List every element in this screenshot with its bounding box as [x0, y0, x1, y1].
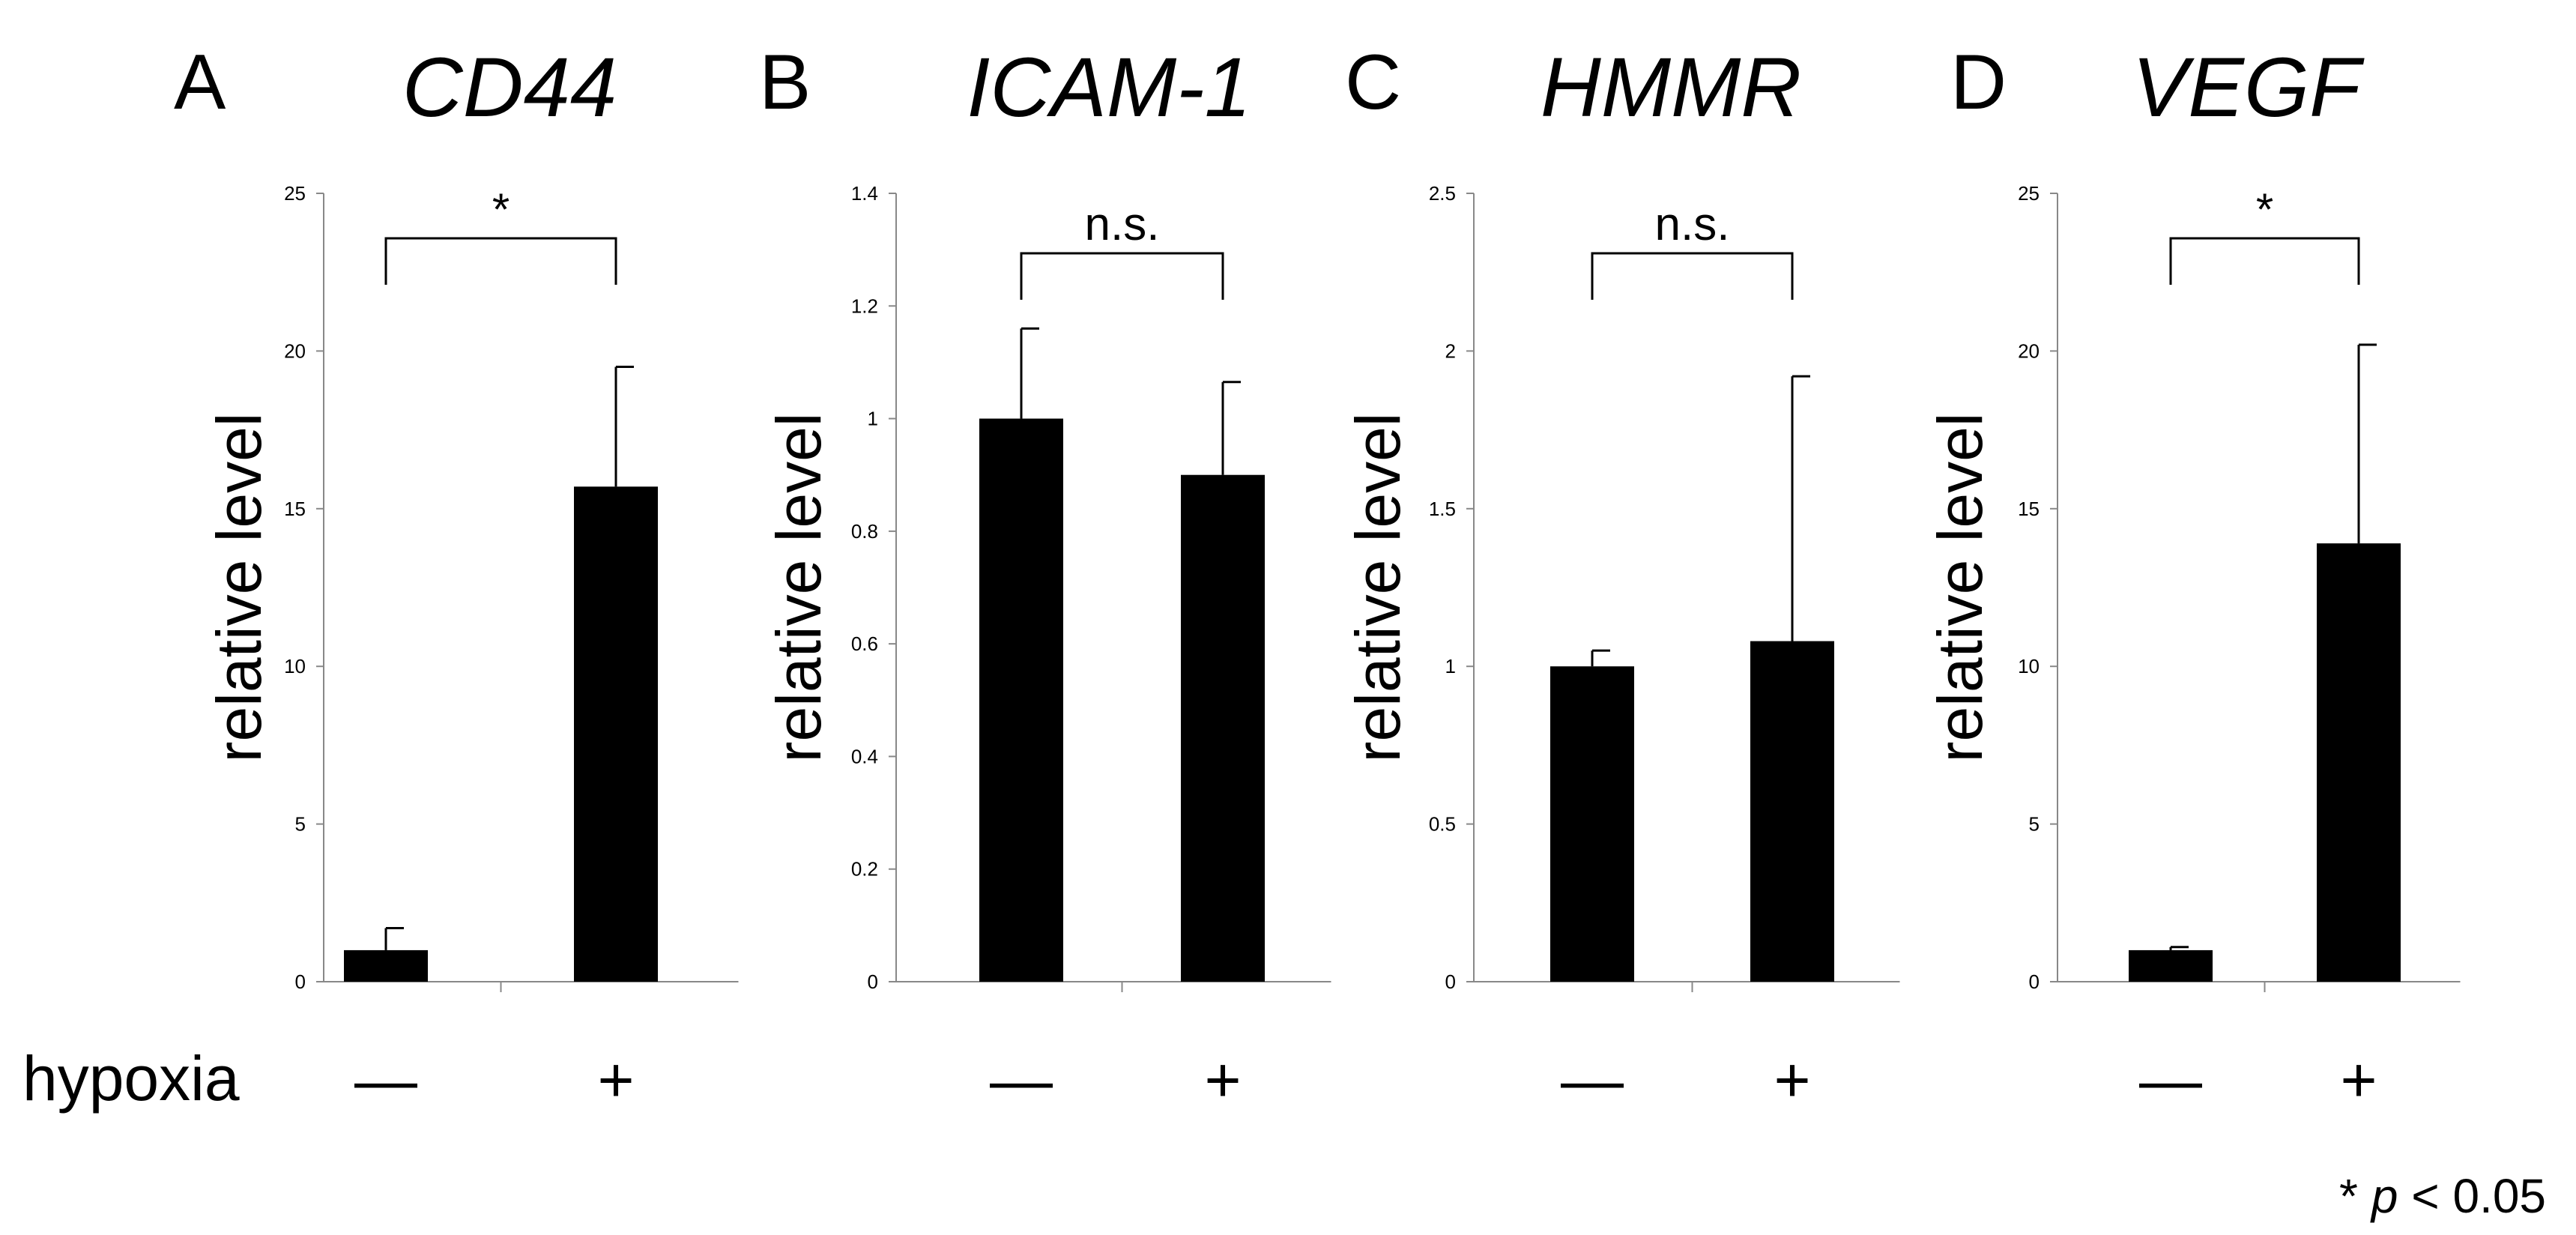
y-tick-label: 5 — [295, 813, 306, 836]
y-tick-label: 15 — [284, 498, 306, 520]
y-tick-label: 0.5 — [1429, 813, 1456, 836]
x-category-label: + — [1774, 1045, 1810, 1115]
y-tick-label: 0 — [2029, 970, 2040, 993]
bar — [574, 486, 658, 982]
significance-bracket — [1591, 252, 1794, 300]
x-category-label: — — [2139, 1045, 2202, 1115]
y-tick-label: 1.4 — [851, 182, 878, 205]
y-tick-label: 10 — [284, 655, 306, 677]
y-tick-label: 0.2 — [851, 858, 878, 881]
panel-letter: C — [1345, 39, 1401, 126]
y-axis-label: relative level — [764, 413, 834, 763]
y-tick-label: 10 — [2018, 655, 2040, 677]
y-tick-label: 0 — [868, 970, 878, 993]
y-tick-label: 0 — [1445, 970, 1456, 993]
x-category-label: + — [597, 1045, 634, 1115]
panel-letter: A — [174, 39, 226, 126]
bar — [1181, 474, 1265, 982]
y-tick-label: 0.8 — [851, 520, 878, 543]
y-tick-label: 0.4 — [851, 745, 878, 767]
bar — [1550, 666, 1634, 982]
bar — [979, 418, 1063, 982]
chart-title: HMMR — [1541, 40, 1801, 134]
y-tick-label: 0 — [295, 970, 306, 993]
y-tick-label: 25 — [284, 182, 306, 205]
y-tick-label: 20 — [284, 339, 306, 362]
footnote-star: * — [2339, 1169, 2358, 1223]
bar — [2129, 949, 2213, 982]
chart-title: CD44 — [402, 40, 617, 134]
y-tick-label: 5 — [2029, 813, 2040, 836]
chart-title: VEGF — [2132, 40, 2365, 134]
y-axis-label: relative level — [204, 413, 274, 763]
significance-label: * — [492, 184, 510, 235]
footnote: * p < 0.05 — [2339, 1169, 2546, 1223]
y-tick-label: 0.6 — [851, 632, 878, 655]
bar — [2317, 543, 2401, 982]
row-label-hypoxia: hypoxia — [22, 1043, 240, 1114]
significance-bracket — [384, 237, 617, 285]
bar — [344, 949, 428, 982]
panel-letter: D — [1950, 39, 2007, 126]
significance-label: n.s. — [1085, 199, 1160, 250]
y-tick-label: 2 — [1445, 339, 1456, 362]
x-category-label: — — [1561, 1045, 1624, 1115]
y-tick-label: 1 — [868, 408, 878, 430]
y-tick-label: 15 — [2018, 498, 2040, 520]
significance-label: * — [2256, 184, 2273, 235]
significance-bracket — [1020, 252, 1224, 300]
y-tick-label: 2.5 — [1429, 182, 1456, 205]
x-category-label: — — [354, 1045, 417, 1115]
y-tick-label: 1.2 — [851, 295, 878, 317]
y-tick-label: 1.5 — [1429, 498, 1456, 520]
y-tick-label: 20 — [2018, 339, 2040, 362]
x-category-label: — — [990, 1045, 1053, 1115]
y-axis-label: relative level — [1925, 413, 1995, 763]
footnote-threshold: < 0.05 — [2398, 1169, 2547, 1223]
y-axis-label: relative level — [1343, 413, 1413, 763]
x-category-label: + — [1204, 1045, 1241, 1115]
panel-b: B ICAM-1 relative level 0 0.2 0.4 0.6 0.8 1 1.2 1.… — [759, 39, 1331, 1115]
chart-title: ICAM-1 — [967, 40, 1251, 134]
panel-a: A CD44 relative level 0 5 10 15 20 25 — + * — [174, 39, 739, 1115]
x-category-label: + — [2340, 1045, 2377, 1115]
bar — [1750, 641, 1834, 982]
panel-c: C HMMR relative level 0 0.5 1 1.5 2 2.5 — + n.s. — [1343, 39, 1900, 1115]
y-tick-label: 1 — [1445, 655, 1456, 677]
panel-d: D VEGF relative level 0 5 10 15 20 25 — + * — [1925, 39, 2461, 1115]
y-tick-label: 25 — [2018, 182, 2040, 205]
panel-letter: B — [759, 39, 811, 126]
significance-label: n.s. — [1655, 199, 1730, 250]
significance-bracket — [2169, 237, 2360, 285]
footnote-p: p — [2370, 1169, 2398, 1223]
